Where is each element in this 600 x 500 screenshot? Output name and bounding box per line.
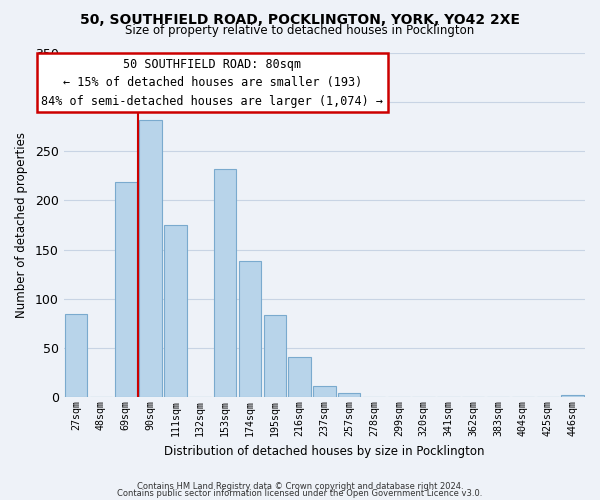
Text: Contains HM Land Registry data © Crown copyright and database right 2024.: Contains HM Land Registry data © Crown c… (137, 482, 463, 491)
Bar (115, 182, 137, 398)
Bar (338, 394, 361, 398)
Bar (239, 262, 261, 398)
Text: 50, SOUTHFIELD ROAD, POCKLINGTON, YORK, YO42 2XE: 50, SOUTHFIELD ROAD, POCKLINGTON, YORK, … (80, 12, 520, 26)
Bar (214, 169, 236, 398)
Bar (139, 120, 162, 398)
X-axis label: Distribution of detached houses by size in Pocklington: Distribution of detached houses by size … (164, 444, 485, 458)
Y-axis label: Number of detached properties: Number of detached properties (15, 132, 28, 318)
Bar (65, 314, 87, 398)
Text: Size of property relative to detached houses in Pocklington: Size of property relative to detached ho… (125, 24, 475, 37)
Text: Contains public sector information licensed under the Open Government Licence v3: Contains public sector information licen… (118, 489, 482, 498)
Text: 50 SOUTHFIELD ROAD: 80sqm
← 15% of detached houses are smaller (193)
84% of semi: 50 SOUTHFIELD ROAD: 80sqm ← 15% of detac… (41, 58, 383, 108)
Bar (263, 314, 286, 398)
Bar (289, 357, 311, 398)
Bar (562, 396, 584, 398)
Bar (313, 386, 335, 398)
Bar (164, 225, 187, 398)
